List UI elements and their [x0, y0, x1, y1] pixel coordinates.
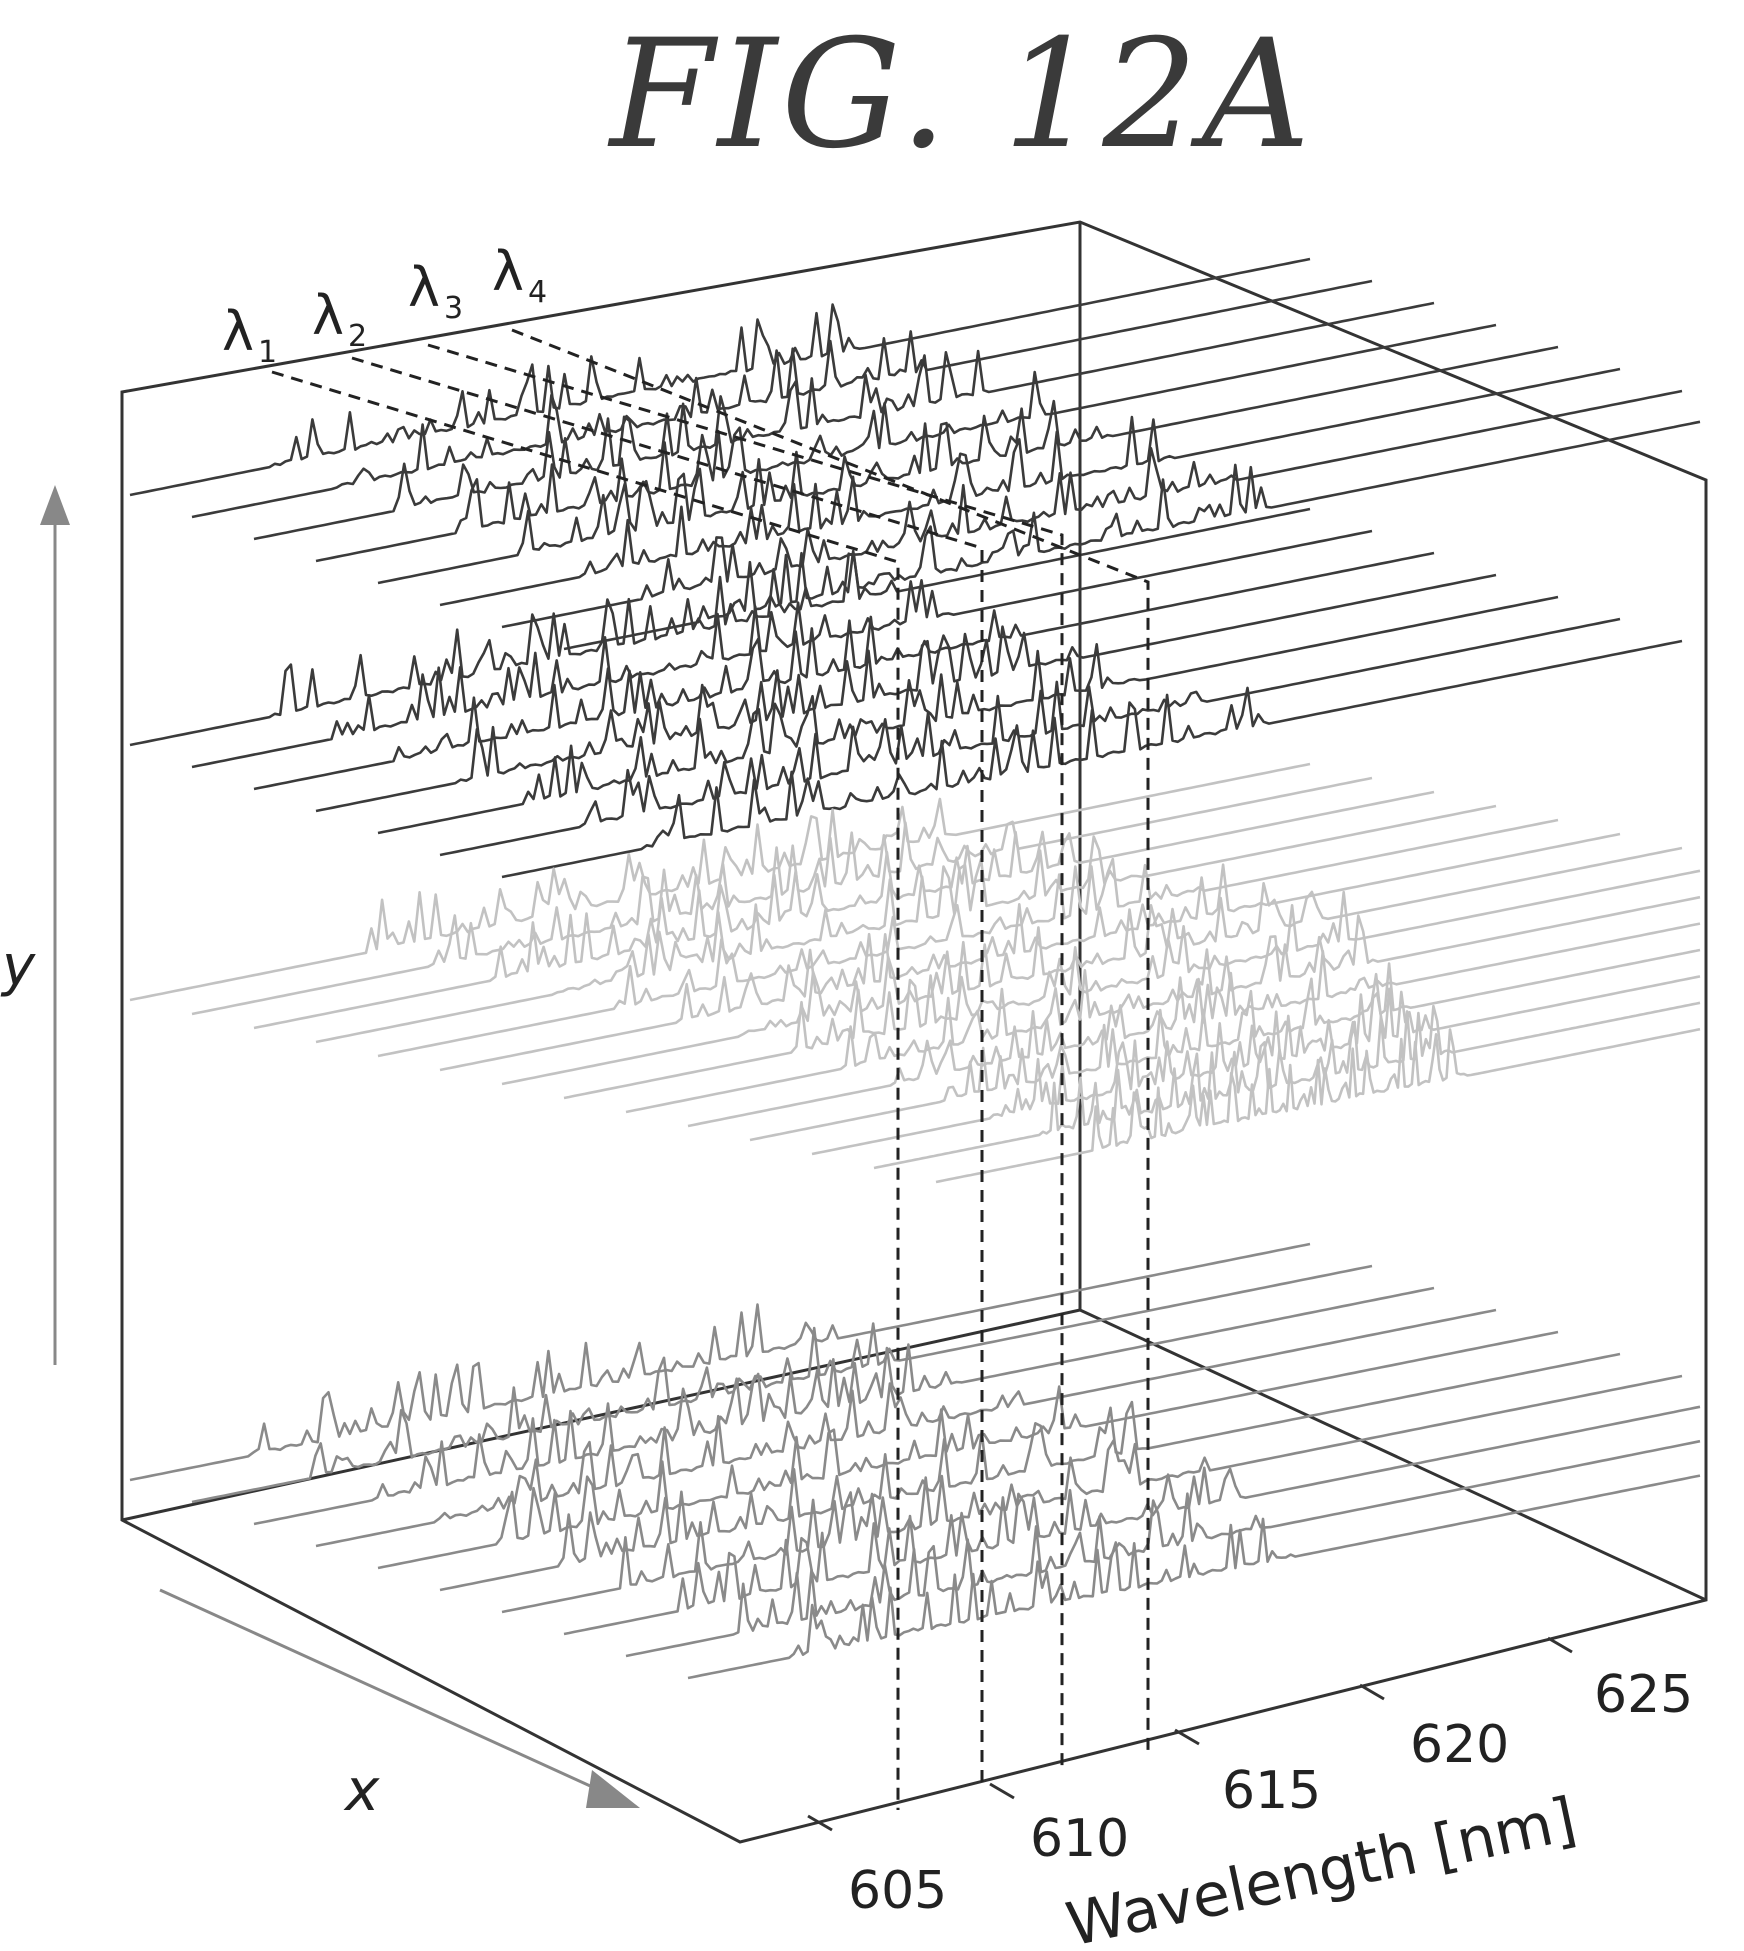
spectrum-trace [377, 818, 1559, 1058]
spectrum-trace [873, 1001, 1701, 1170]
lambda-1-subscript: 1 [258, 335, 277, 370]
spectrum-trace [501, 1374, 1683, 1614]
spectrum-trace [191, 529, 1373, 769]
lambda-3-subscript: 3 [444, 291, 463, 326]
spectrum-trace [563, 869, 1701, 1100]
lambda-4-symbol: λ [492, 240, 524, 303]
x-axis-arrow: x [159, 1588, 640, 1824]
wavelength-tick-620: 620 [1410, 1715, 1509, 1775]
spectrum-trace [749, 948, 1701, 1142]
y-axis-arrow: y [0, 485, 70, 1365]
spectrum-trace [129, 257, 1311, 497]
spectrum-trace [253, 790, 1435, 1030]
spectrum-trace [625, 895, 1701, 1114]
spectrum-trace [439, 617, 1621, 857]
y-axis-label: y [0, 934, 36, 999]
spectrum-trace [625, 1439, 1701, 1658]
lambda-2-symbol: λ [312, 284, 344, 347]
spectrum-trace [563, 420, 1701, 651]
spectrum-trace [687, 922, 1701, 1128]
spectrum-trace [439, 1352, 1621, 1592]
spectrum-trace [191, 1264, 1373, 1504]
spectrum-trace [129, 1242, 1311, 1482]
spectrum-trace [439, 367, 1621, 607]
wavelength-guide-lines [271, 328, 1150, 1810]
spectrum-trace [439, 832, 1621, 1072]
spectrum-trace [191, 776, 1373, 1016]
wavelength-axis: 605 610 615 620 625 Wavelength [nm] [807, 1636, 1693, 1951]
wavelength-tick-605: 605 [848, 1861, 947, 1921]
spectrum-trace [377, 1330, 1559, 1570]
lambda-2-subscript: 2 [348, 319, 367, 354]
spectrum-trace [315, 804, 1497, 1044]
wavelength-tick-610: 610 [1030, 1809, 1129, 1869]
spectrum-trace [315, 323, 1497, 563]
spectral-traces [129, 257, 1701, 1680]
x-axis-label: x [343, 1756, 380, 1824]
wavelength-tick-625: 625 [1594, 1665, 1693, 1725]
x-arrow-head-icon [586, 1770, 640, 1808]
plot-box [120, 220, 1708, 1844]
spectrum-trace [935, 1027, 1701, 1184]
spectrum-trace [687, 1474, 1701, 1680]
spectrum-trace [253, 551, 1435, 791]
spectrum-trace [129, 507, 1311, 747]
spectrum-trace [811, 975, 1701, 1156]
spectrum-trace [501, 846, 1683, 1086]
y-arrow-head-icon [40, 485, 70, 525]
spectrum-trace [501, 639, 1683, 879]
spectrum-trace [563, 1405, 1701, 1636]
spectrum-trace [253, 301, 1435, 541]
wavelength-tick-615: 615 [1222, 1761, 1321, 1821]
spectrum-trace [315, 573, 1497, 813]
lambda-1-symbol: λ [222, 300, 254, 363]
figure-title: FIG. 12A [609, 8, 1315, 182]
lambda-3-symbol: λ [408, 256, 440, 319]
lambda-4-subscript: 4 [528, 275, 547, 310]
lambda-markers: λ 1 λ 2 λ 3 λ 4 [222, 240, 547, 370]
spectrum-trace [377, 595, 1559, 835]
spectrum-trace [191, 279, 1373, 519]
spectrum-trace [253, 1286, 1435, 1526]
spectrum-trace [501, 389, 1683, 629]
wavelength-axis-label: Wavelength [nm] [1061, 1784, 1583, 1951]
